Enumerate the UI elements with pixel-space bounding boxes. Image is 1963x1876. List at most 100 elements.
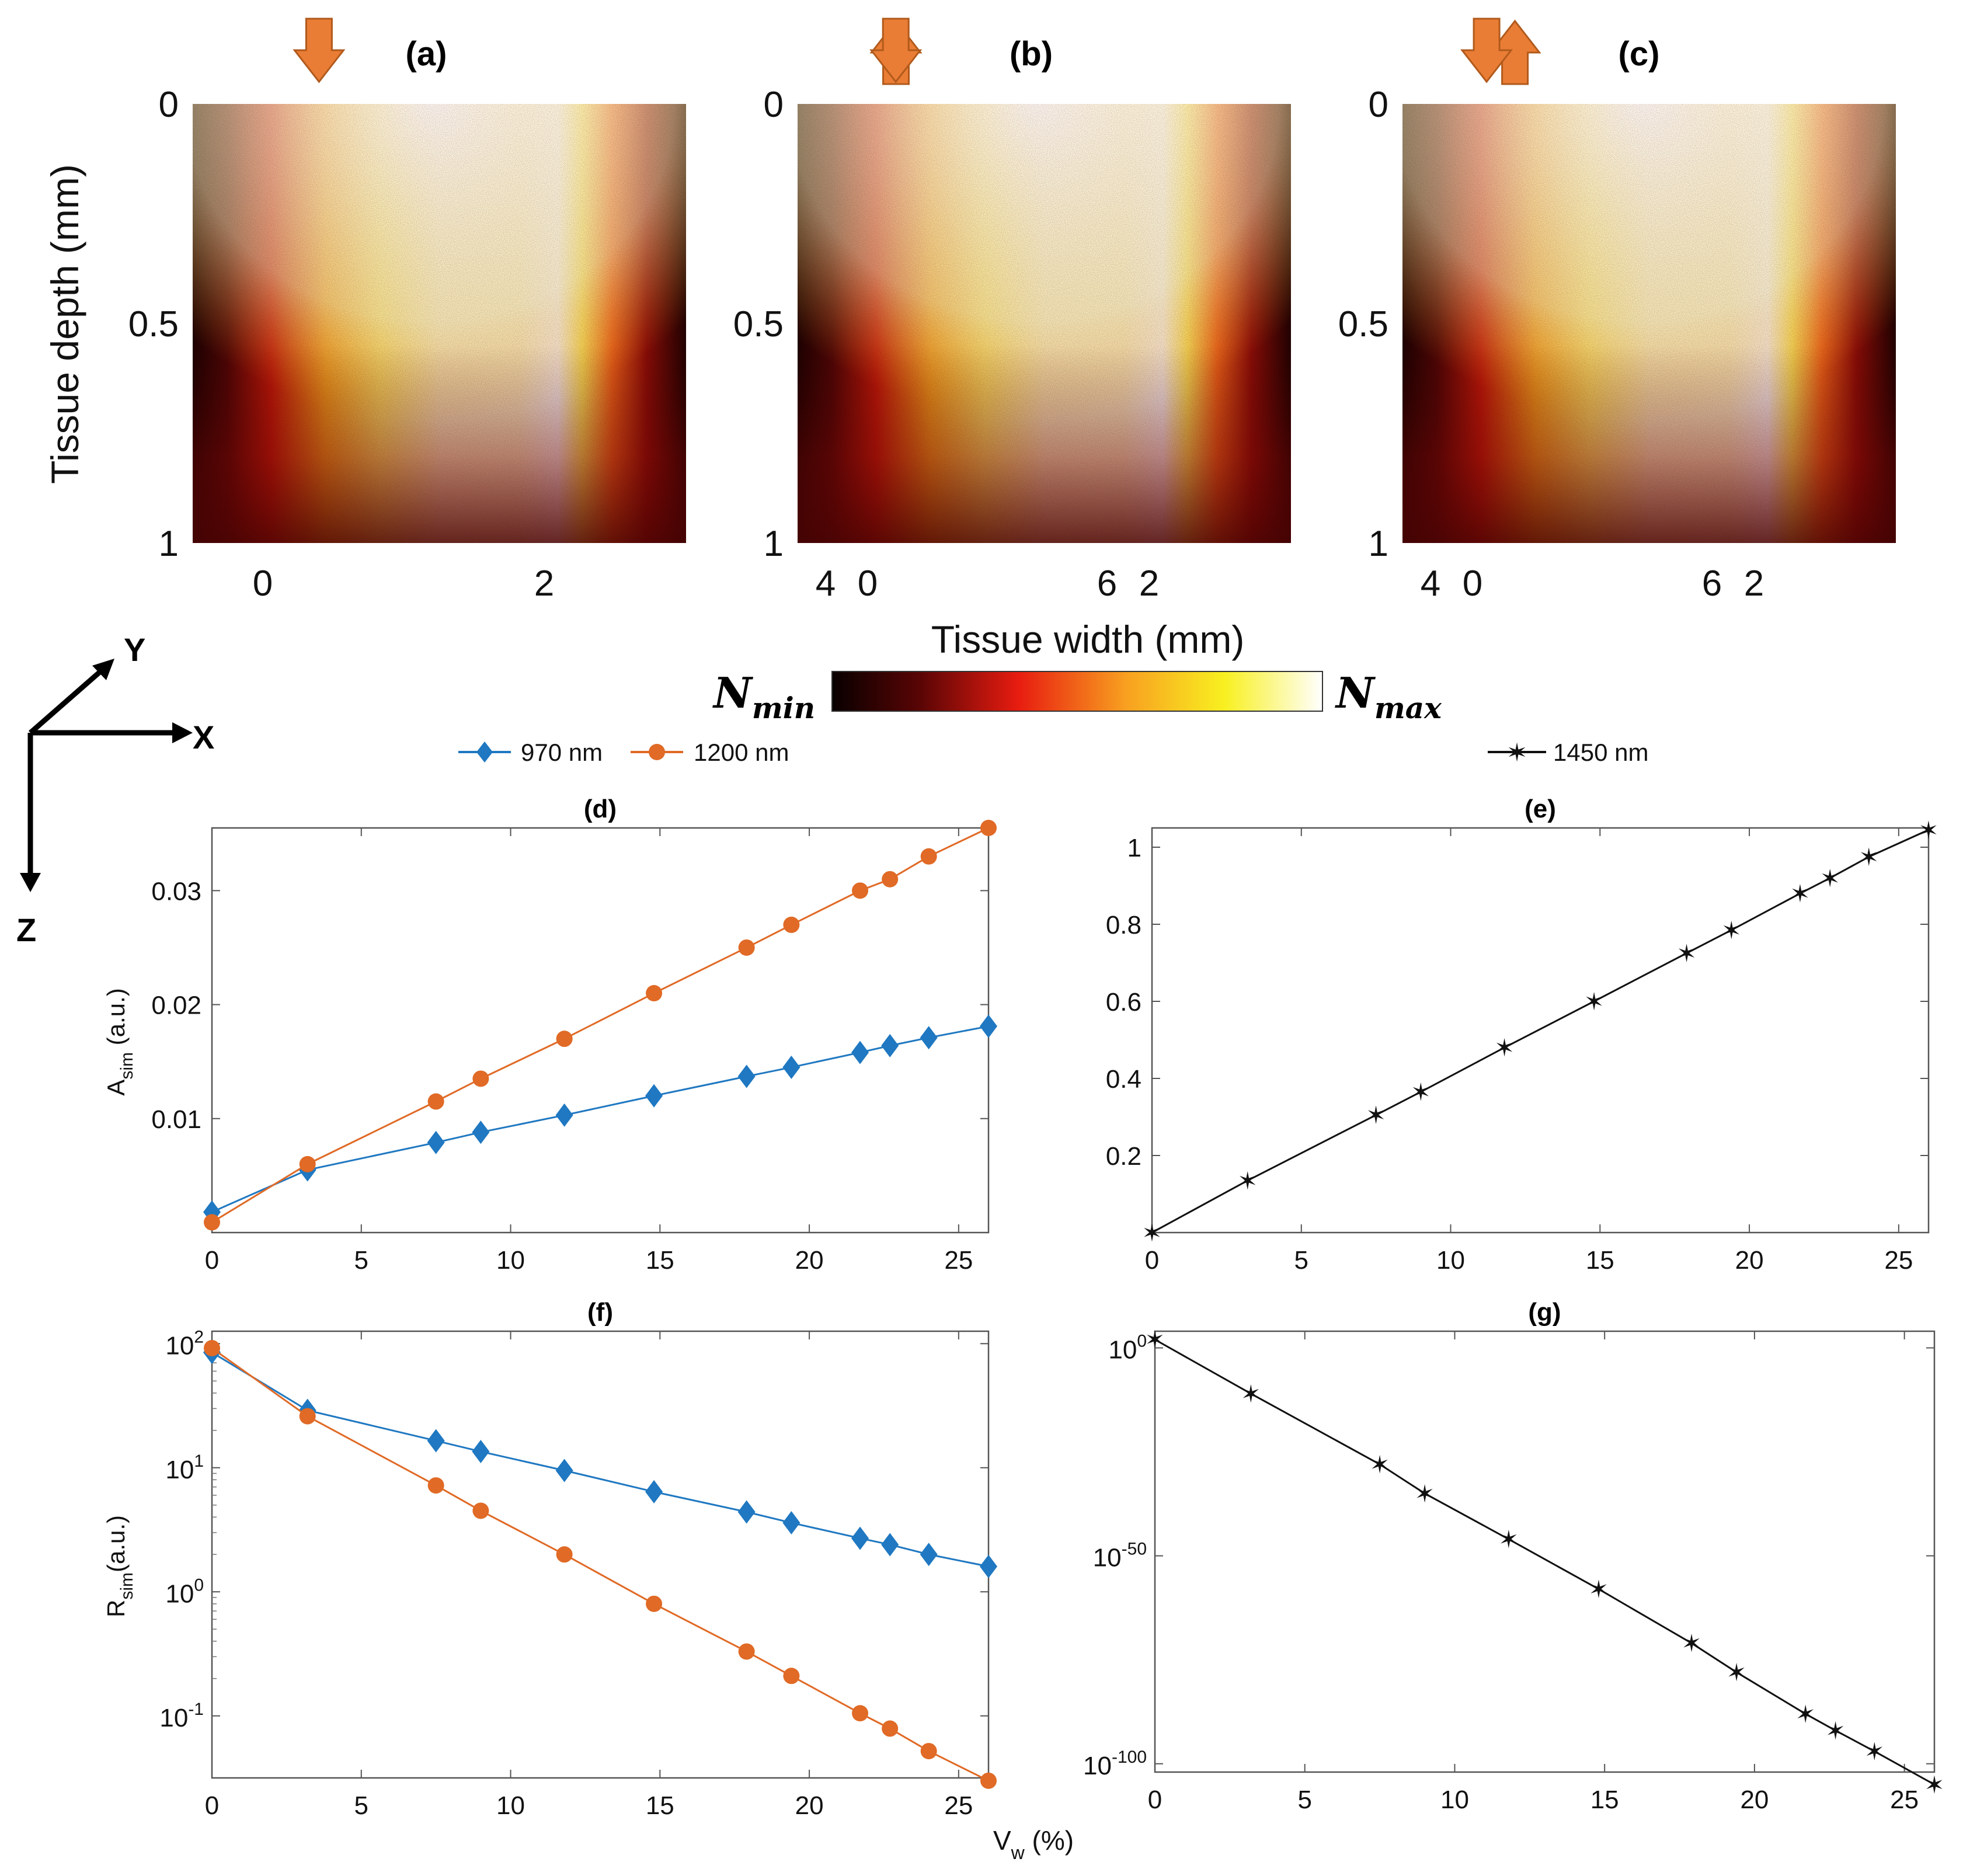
legend-left: 970 nm 1200 nm bbox=[458, 739, 789, 766]
y-axis-label: Rsim(a.u.) bbox=[102, 1515, 137, 1617]
y-tick-label: 0.2 bbox=[1106, 1142, 1141, 1171]
data-point-star: ✶ bbox=[1498, 1526, 1519, 1553]
x-tick-label: 20 bbox=[795, 1246, 824, 1275]
y-tick-label: 10-100 bbox=[1083, 1748, 1147, 1780]
series-line-1450nm bbox=[1151, 829, 1929, 1234]
data-point-circle bbox=[556, 1546, 573, 1563]
heatmap-y-tick: 1 bbox=[764, 524, 784, 564]
heatmap-speckle bbox=[798, 104, 1291, 543]
data-point-star: ✶ bbox=[1369, 1451, 1390, 1478]
y-tick-exponent: 2 bbox=[194, 1327, 204, 1346]
y-tick-base: 10 bbox=[1083, 1752, 1112, 1780]
data-point-star: ✶ bbox=[1411, 1078, 1431, 1106]
data-point-diamond bbox=[645, 1480, 663, 1503]
data-point-star: ✶ bbox=[1681, 1630, 1701, 1657]
data-point-circle bbox=[556, 1031, 573, 1047]
data-point-diamond bbox=[851, 1040, 869, 1064]
data-point-diamond bbox=[782, 1511, 800, 1535]
source-down-arrow bbox=[293, 18, 346, 83]
x-tick-label: 15 bbox=[1586, 1246, 1614, 1275]
heatmap-x-tick: 6 bbox=[1097, 563, 1117, 604]
data-point-star: ✶ bbox=[1825, 1717, 1846, 1745]
y-label-sub: sim bbox=[117, 1572, 137, 1600]
y-tick-label: 0.01 bbox=[151, 1105, 201, 1134]
data-point-star: ✶ bbox=[1918, 816, 1938, 844]
data-point-circle bbox=[472, 1502, 489, 1519]
data-point-star: ✶ bbox=[1141, 1219, 1162, 1247]
data-point-diamond bbox=[980, 1554, 997, 1578]
x-tick-label: 25 bbox=[1890, 1785, 1919, 1814]
data-point-star: ✶ bbox=[1727, 1659, 1747, 1686]
y-label-rest: (a.u.) bbox=[102, 1515, 130, 1572]
data-point-circle bbox=[882, 1720, 899, 1737]
data-point-diamond bbox=[782, 1055, 800, 1079]
plot-area bbox=[1151, 827, 1930, 1234]
source-down-arrow bbox=[1460, 18, 1513, 83]
data-point-circle bbox=[646, 1595, 663, 1612]
data-point-circle bbox=[980, 1772, 997, 1789]
x-tick-label: 5 bbox=[1297, 1785, 1311, 1814]
heatmap-panel-2: 0 2 4 6 0 0.5 1 (c) bbox=[1338, 18, 1896, 604]
data-point-diamond bbox=[427, 1130, 445, 1154]
y-tick-exponent: -100 bbox=[1112, 1748, 1147, 1767]
data-point-star: ✶ bbox=[1924, 1771, 1944, 1798]
x-tick-label: 15 bbox=[1590, 1785, 1619, 1814]
x-tick-label: 10 bbox=[1440, 1785, 1469, 1814]
heatmap-speckle bbox=[193, 104, 686, 543]
y-tick-label: 1 bbox=[1127, 834, 1141, 862]
data-point-diamond bbox=[645, 1084, 663, 1108]
y-tick-label: 102 bbox=[165, 1327, 204, 1360]
legend-marker-1200 bbox=[649, 744, 665, 760]
legend-label-1200: 1200 nm bbox=[694, 739, 789, 766]
data-point-star: ✶ bbox=[1237, 1167, 1258, 1195]
legend-marker-1450: ✶ bbox=[1506, 739, 1528, 767]
data-point-circle bbox=[204, 1214, 220, 1231]
heatmap-speckle bbox=[1402, 104, 1896, 543]
heatmap-x-tick: 6 bbox=[1702, 563, 1722, 604]
y-label-sub: sim bbox=[117, 1052, 137, 1080]
heatmap-x-tick: 2 bbox=[534, 563, 554, 604]
y-tick-label: 100 bbox=[165, 1575, 204, 1608]
data-point-circle bbox=[299, 1408, 316, 1425]
heatmap-x-tick: 2 bbox=[1744, 563, 1764, 604]
heatmap-y-axis-label: Tissue depth (mm) bbox=[43, 164, 86, 484]
colorbar-max-label: Nmax bbox=[1335, 668, 1442, 725]
y-tick-label: 0.03 bbox=[151, 877, 201, 906]
legend-marker-970 bbox=[476, 742, 493, 763]
data-point-diamond bbox=[427, 1429, 445, 1453]
y-tick-base: 10 bbox=[165, 1579, 194, 1608]
y-label-rest: (a.u.) bbox=[102, 988, 130, 1052]
y-tick-label: 100 bbox=[1108, 1331, 1147, 1364]
shared-x-axis-label: Vw (%) bbox=[993, 1825, 1074, 1863]
y-tick-label: 101 bbox=[165, 1452, 204, 1484]
heatmap-x-tick: 4 bbox=[816, 563, 836, 604]
chart-title: (d) bbox=[584, 795, 617, 823]
x-tick-label: 15 bbox=[646, 1246, 674, 1275]
plot-area bbox=[211, 1330, 990, 1779]
y-tick-base: 10 bbox=[165, 1456, 194, 1484]
x-tick-label: 25 bbox=[944, 1246, 973, 1275]
data-point-circle bbox=[472, 1070, 489, 1087]
data-point-circle bbox=[738, 939, 755, 956]
heatmap-y-tick: 0.5 bbox=[128, 304, 179, 344]
data-point-star: ✶ bbox=[1721, 917, 1742, 944]
chart-e: (e) 0 5 10 15 20 25 0.2 0.4 0.6 0.8 1 ✶ ✶ ✶ ✶ ✶ ✶ ✶ ✶ ✶ ✶ ✶ ✶ bbox=[1106, 795, 1939, 1275]
data-point-circle bbox=[980, 820, 997, 836]
y-tick-label: 0.8 bbox=[1106, 911, 1141, 939]
data-point-circle bbox=[299, 1155, 316, 1172]
heatmap-x-tick: 0 bbox=[858, 563, 878, 604]
y-axis-label: Asim (a.u.) bbox=[102, 988, 137, 1095]
plot-area bbox=[211, 827, 990, 1234]
x-tick-label: 0 bbox=[205, 1791, 219, 1820]
data-point-star: ✶ bbox=[1858, 844, 1879, 871]
heatmap-x-axis-label: Tissue width (mm) bbox=[931, 618, 1245, 661]
x-tick-label: 20 bbox=[795, 1791, 824, 1820]
data-point-star: ✶ bbox=[1790, 880, 1810, 907]
x-tick-label: 5 bbox=[1294, 1246, 1308, 1275]
x-tick-label: 20 bbox=[1735, 1246, 1764, 1275]
heatmap-panel-title: (b) bbox=[1010, 35, 1053, 73]
data-point-diamond bbox=[881, 1533, 899, 1557]
colorbar: Nmin Nmax bbox=[712, 668, 1442, 725]
heatmap-y-tick: 0 bbox=[159, 85, 179, 125]
